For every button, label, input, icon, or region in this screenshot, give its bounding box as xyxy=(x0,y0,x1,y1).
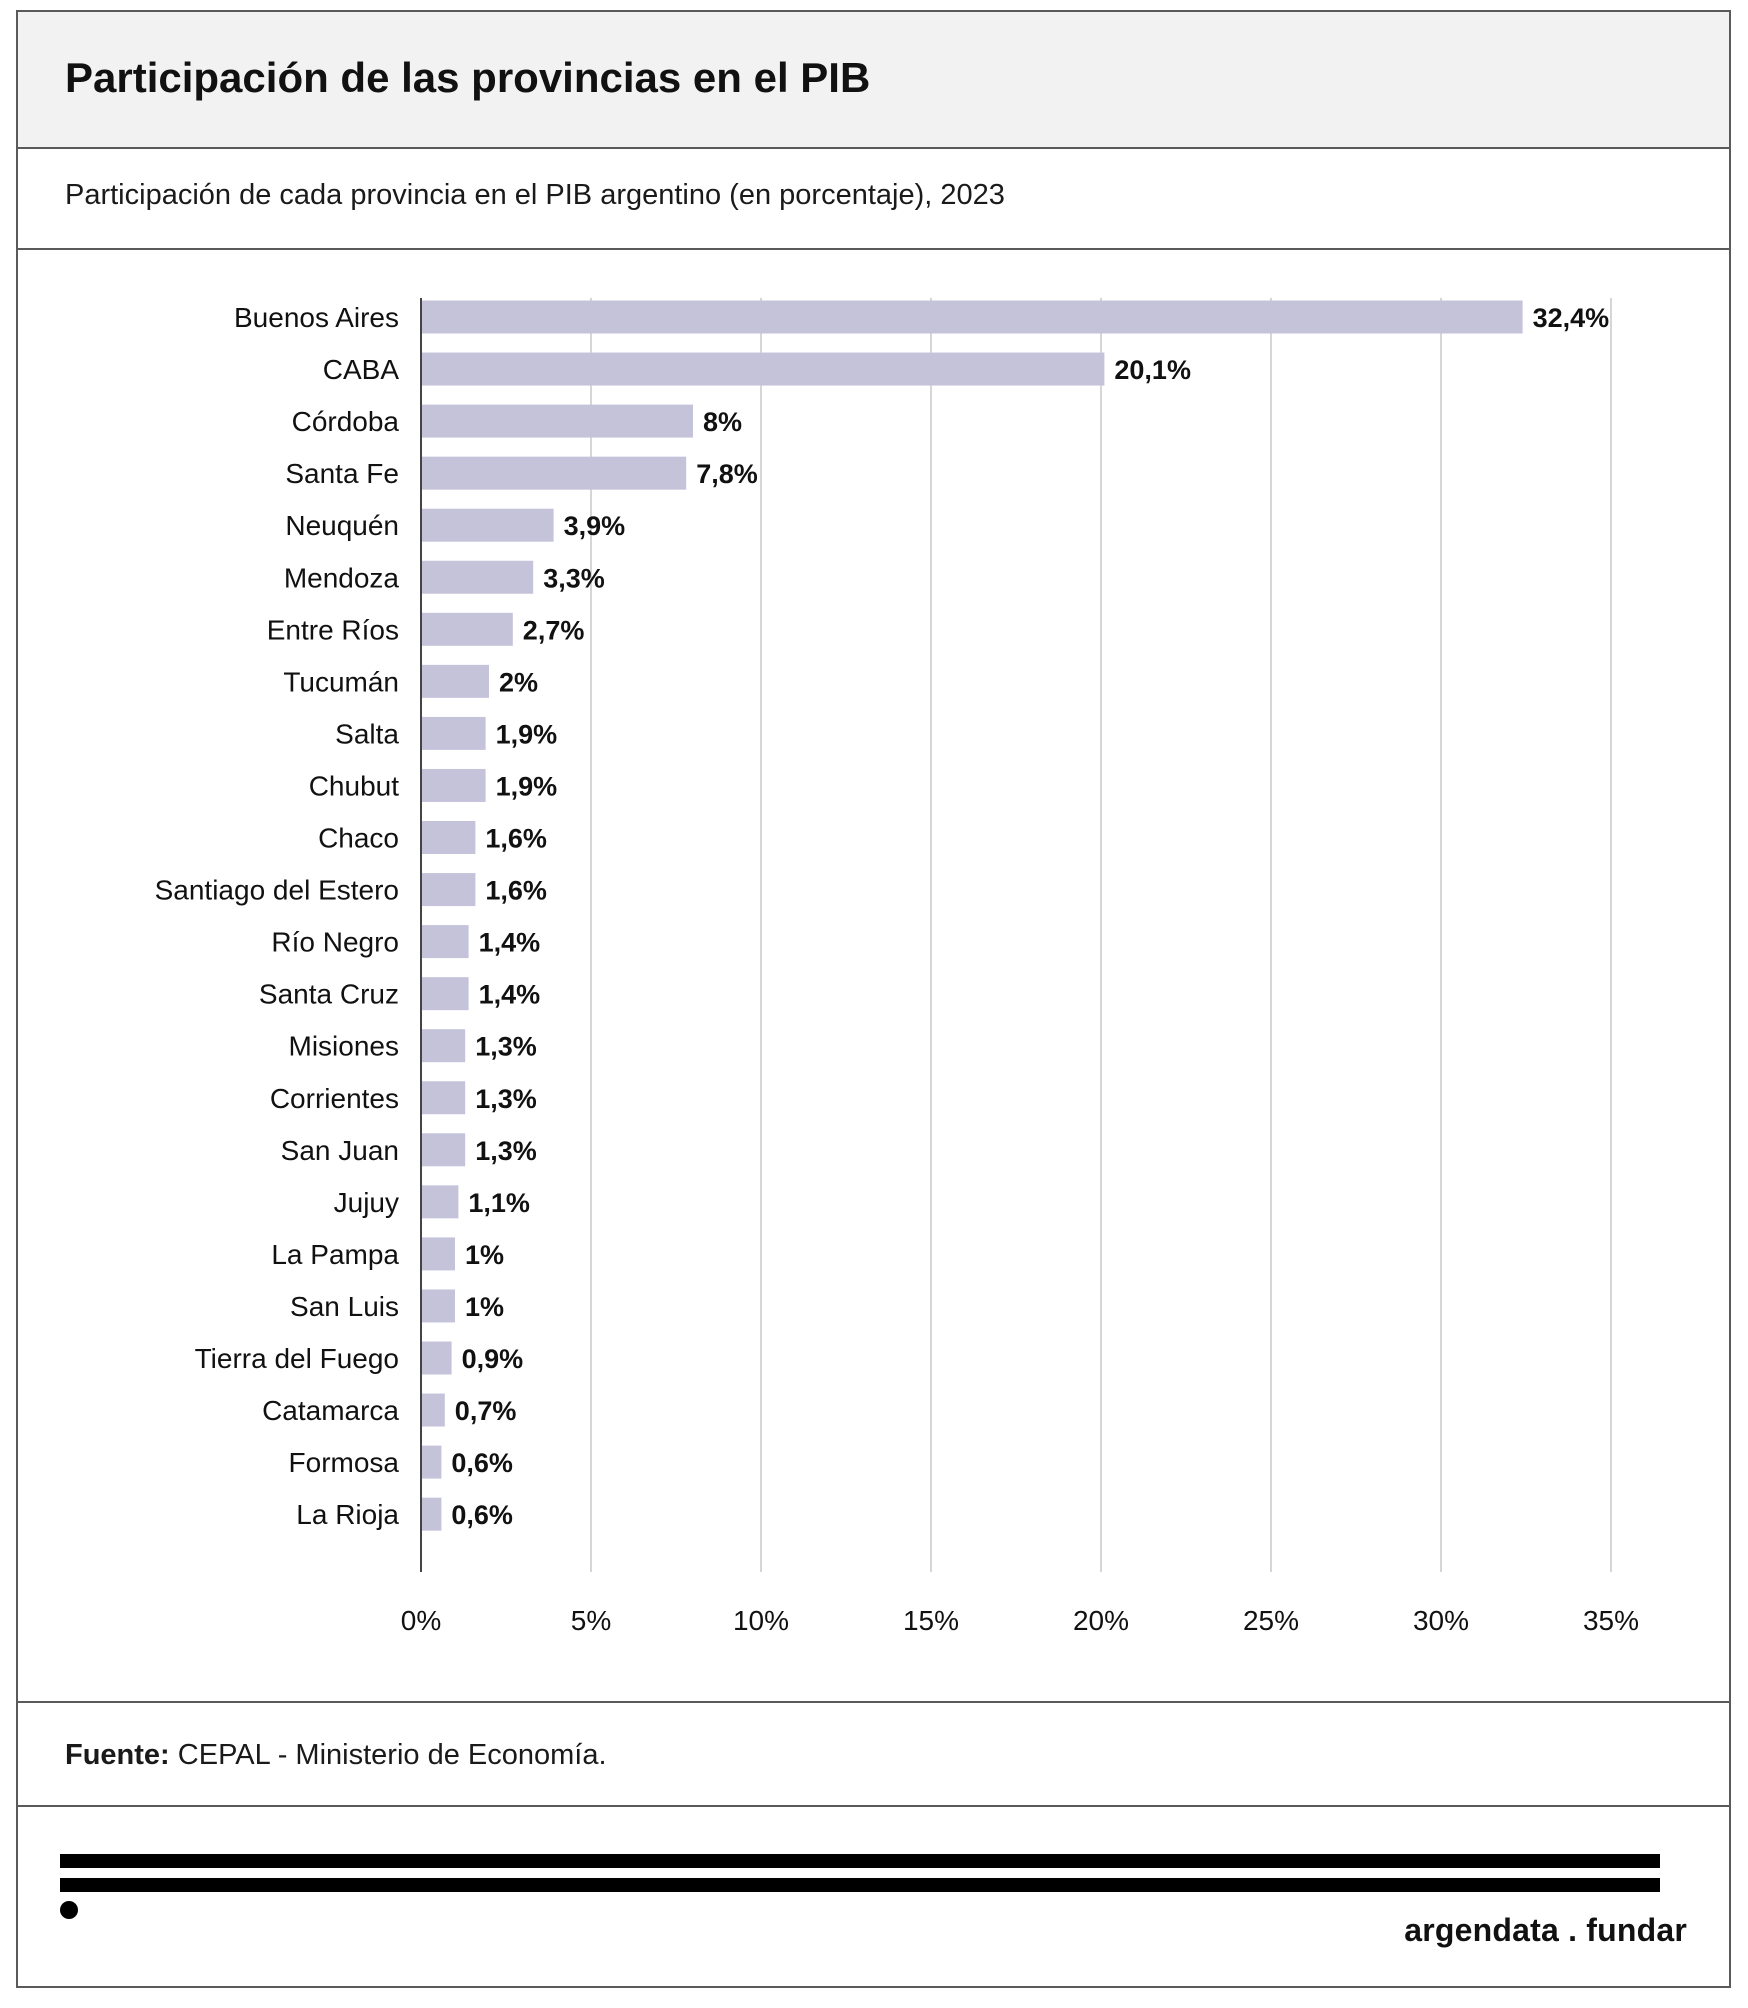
bar xyxy=(421,1029,466,1063)
category-label: Salta xyxy=(335,718,399,749)
category-label: Mendoza xyxy=(284,562,400,593)
value-label: 1,3% xyxy=(475,1136,537,1166)
source-text: CEPAL - Ministerio de Economía. xyxy=(177,1739,607,1771)
x-tick-label: 30% xyxy=(1413,1605,1469,1636)
category-label: Neuquén xyxy=(285,510,399,541)
category-label: Entre Ríos xyxy=(267,614,399,645)
bar xyxy=(421,612,513,646)
category-label: Buenos Aires xyxy=(234,302,399,333)
bar xyxy=(421,873,476,907)
category-label: Chaco xyxy=(318,823,399,854)
logo-stripe-bottom xyxy=(60,1878,1660,1892)
bar xyxy=(421,300,1523,334)
source-note: Fuente: CEPAL - Ministerio de Economía. xyxy=(65,1739,607,1772)
brand-fundar: fundar xyxy=(1586,1912,1687,1948)
x-tick-label: 25% xyxy=(1243,1605,1299,1636)
bar xyxy=(421,664,489,698)
value-label: 1,9% xyxy=(496,719,558,749)
value-label: 20,1% xyxy=(1114,355,1191,385)
x-tick-label: 35% xyxy=(1583,1605,1639,1636)
brand-logo: argendata . fundar xyxy=(1404,1912,1687,1949)
category-label: San Luis xyxy=(290,1291,399,1322)
chart-subtitle: Participación de cada provincia en el PI… xyxy=(65,179,1005,211)
value-label: 0,9% xyxy=(462,1344,524,1374)
bar xyxy=(421,1497,442,1531)
category-label: Formosa xyxy=(289,1447,400,1478)
value-label: 1% xyxy=(465,1240,504,1270)
category-label: La Rioja xyxy=(296,1499,399,1530)
bar xyxy=(421,352,1105,386)
bar xyxy=(421,404,693,438)
bar xyxy=(421,716,486,750)
x-tick-label: 20% xyxy=(1073,1605,1129,1636)
x-tick-label: 0% xyxy=(401,1605,441,1636)
bar xyxy=(421,1289,455,1323)
value-label: 1,9% xyxy=(496,771,558,801)
value-label: 1,3% xyxy=(475,1084,537,1114)
category-label: Catamarca xyxy=(262,1395,399,1426)
value-label: 1,4% xyxy=(479,980,541,1010)
source-label: Fuente: xyxy=(65,1739,170,1771)
category-label: Tierra del Fuego xyxy=(195,1343,399,1374)
chart-card: Participación de las provincias en el PI… xyxy=(16,10,1731,1988)
value-label: 1,6% xyxy=(485,824,547,854)
category-label: Corrientes xyxy=(270,1083,399,1114)
category-label: Santa Fe xyxy=(285,458,399,489)
bar xyxy=(421,1185,459,1219)
value-label: 1% xyxy=(465,1292,504,1322)
value-label: 8% xyxy=(703,407,742,437)
bar xyxy=(421,925,469,959)
bar xyxy=(421,508,554,542)
bar xyxy=(421,768,486,802)
page-title: Participación de las provincias en el PI… xyxy=(65,54,871,101)
category-label: Santiago del Estero xyxy=(155,875,399,906)
header: Participación de las provincias en el PI… xyxy=(18,12,1729,149)
category-label: Río Negro xyxy=(271,927,399,958)
category-label: CABA xyxy=(323,354,400,385)
x-tick-label: 15% xyxy=(903,1605,959,1636)
value-label: 1,3% xyxy=(475,1032,537,1062)
bar xyxy=(421,977,469,1011)
bar xyxy=(421,456,687,490)
brand-argendata: argendata xyxy=(1404,1912,1559,1948)
bar xyxy=(421,1393,445,1427)
bar xyxy=(421,1081,466,1115)
value-label: 3,3% xyxy=(543,563,605,593)
x-tick-label: 5% xyxy=(571,1605,611,1636)
category-label: La Pampa xyxy=(271,1239,399,1270)
value-label: 1,6% xyxy=(485,876,547,906)
category-label: Misiones xyxy=(289,1031,399,1062)
subtitle-section: Participación de cada provincia en el PI… xyxy=(18,149,1729,250)
bar xyxy=(421,1341,452,1375)
value-label: 0,6% xyxy=(451,1448,513,1478)
value-label: 1,4% xyxy=(479,928,541,958)
chart-section: Buenos Aires 32,4% CABA 20,1% Córdoba 8% Santa… xyxy=(18,250,1729,1703)
category-label: Chubut xyxy=(309,770,400,801)
x-tick-label: 10% xyxy=(733,1605,789,1636)
value-label: 2,7% xyxy=(523,615,585,645)
value-label: 7,8% xyxy=(696,459,758,489)
logo-stripe-top xyxy=(60,1854,1660,1868)
value-label: 32,4% xyxy=(1533,303,1610,333)
bar-chart: Buenos Aires 32,4% CABA 20,1% Córdoba 8% Santa… xyxy=(155,298,1639,1636)
value-label: 2% xyxy=(499,667,538,697)
category-label: Córdoba xyxy=(292,406,400,437)
bar xyxy=(421,821,476,854)
category-label: Jujuy xyxy=(334,1187,399,1218)
bar xyxy=(421,1133,466,1167)
value-label: 0,7% xyxy=(455,1396,517,1426)
brand-separator: . xyxy=(1568,1912,1578,1948)
logo-dot xyxy=(60,1901,78,1919)
bar xyxy=(421,1237,455,1271)
logo-area: argendata . fundar xyxy=(18,1807,1729,1988)
bar xyxy=(421,560,534,594)
value-label: 1,1% xyxy=(468,1188,530,1218)
value-label: 3,9% xyxy=(564,511,626,541)
value-label: 0,6% xyxy=(451,1500,513,1530)
source-section: Fuente: CEPAL - Ministerio de Economía. xyxy=(18,1703,1729,1807)
category-label: Tucumán xyxy=(283,666,399,697)
category-label: San Juan xyxy=(281,1135,399,1166)
category-label: Santa Cruz xyxy=(259,979,399,1010)
bar xyxy=(421,1445,442,1479)
